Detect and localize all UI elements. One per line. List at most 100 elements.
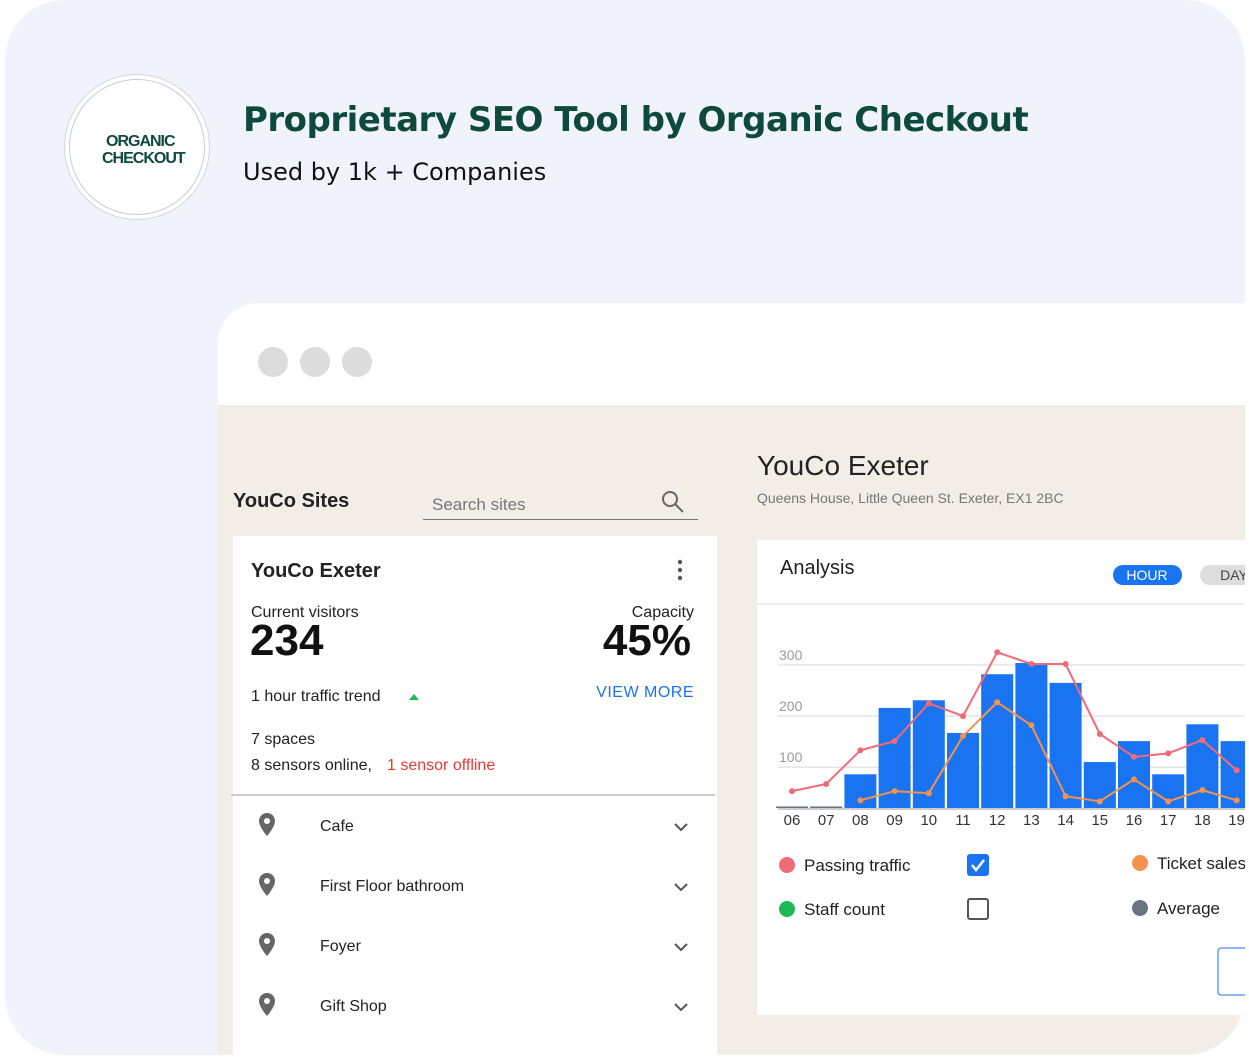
space-name: Foyer bbox=[320, 938, 361, 955]
line-point bbox=[1028, 722, 1035, 729]
x-tick-label: 16 bbox=[1126, 812, 1143, 829]
view-more[interactable]: VIEW MORE bbox=[596, 684, 694, 701]
bar bbox=[1015, 662, 1048, 808]
tab-day[interactable] bbox=[1200, 565, 1245, 585]
bar bbox=[1186, 724, 1219, 808]
legend-label: Staff count bbox=[804, 900, 885, 919]
line-point bbox=[1199, 737, 1206, 744]
bar bbox=[1118, 741, 1150, 808]
window-bar bbox=[218, 303, 1245, 405]
legend-checkbox[interactable] bbox=[967, 898, 989, 920]
x-tick-label: 08 bbox=[852, 812, 869, 829]
window-dot bbox=[258, 347, 288, 377]
search-icon bbox=[662, 491, 684, 513]
space-name: Cafe bbox=[320, 818, 354, 835]
line bbox=[860, 701, 1237, 803]
line-point bbox=[891, 788, 898, 795]
bar bbox=[912, 700, 945, 808]
line-point bbox=[1062, 661, 1069, 668]
capacity-value: 45% bbox=[602, 616, 691, 665]
x-tick-label: 15 bbox=[1091, 812, 1108, 829]
tab-label[interactable]: HOUR bbox=[1126, 567, 1167, 583]
site-address: Queens House, Little Queen St. Exeter, E… bbox=[757, 490, 1064, 506]
pin-icon bbox=[259, 993, 275, 1016]
view-button[interactable] bbox=[1217, 947, 1245, 996]
line-point bbox=[960, 713, 966, 720]
trend-up-icon bbox=[409, 694, 419, 700]
tab-label[interactable]: DAY bbox=[1220, 567, 1245, 583]
search-box[interactable]: Search sites bbox=[423, 488, 698, 520]
search-placeholder: Search sites bbox=[432, 495, 526, 514]
space-row[interactable]: Cafe bbox=[233, 804, 717, 854]
line-point bbox=[994, 699, 1001, 706]
line-point bbox=[891, 738, 898, 745]
visitors-value: 234 bbox=[250, 616, 324, 665]
logo-text: ORGANIC bbox=[106, 133, 176, 150]
sidebar-title: YouCo Sites bbox=[233, 490, 350, 512]
legend-dot bbox=[779, 857, 795, 873]
chevron-icon[interactable] bbox=[673, 881, 689, 893]
line-point bbox=[1165, 798, 1172, 805]
sensors-offline: 1 sensor offline bbox=[387, 757, 496, 774]
line-point bbox=[857, 797, 864, 804]
x-tick-label: 12 bbox=[989, 812, 1006, 829]
line-point bbox=[1233, 767, 1240, 774]
title: Proprietary SEO Tool by Organic Checkout bbox=[243, 100, 1029, 140]
legend-checkbox[interactable] bbox=[967, 854, 989, 876]
chevron-icon[interactable] bbox=[673, 1001, 689, 1013]
tab-hour[interactable] bbox=[1113, 565, 1182, 585]
bar bbox=[947, 732, 979, 808]
space-name: First Floor bathroom bbox=[320, 878, 465, 895]
background-card: ORGANIC CHECKOUT Proprietary SEO Tool by… bbox=[5, 0, 1245, 1055]
sensors-online: 8 sensors online, bbox=[251, 757, 372, 774]
chevron-icon[interactable] bbox=[673, 821, 689, 833]
legend-dot bbox=[1132, 900, 1148, 916]
legend-dot bbox=[779, 901, 795, 917]
chevron-icon[interactable] bbox=[673, 941, 689, 953]
window-dot bbox=[342, 347, 372, 377]
bar bbox=[1220, 741, 1245, 808]
capacity-label: Capacity bbox=[631, 604, 694, 621]
line bbox=[791, 651, 1238, 793]
x-tick-label: 11 bbox=[955, 812, 971, 829]
space-row[interactable]: Gift Shop bbox=[233, 984, 717, 1034]
line-point bbox=[960, 733, 966, 740]
checkmark bbox=[971, 859, 985, 873]
bar bbox=[776, 806, 808, 808]
bar bbox=[981, 674, 1014, 808]
x-tick-label: 19 bbox=[1228, 812, 1245, 829]
menu-icon[interactable] bbox=[673, 558, 687, 584]
x-tick-label: 06 bbox=[784, 812, 801, 829]
analysis-card: Analysis HOUR DAY 100 200 300 06 07 08 09 10 11 1… bbox=[757, 540, 1245, 1015]
site-card: YouCo Exeter Current visitors 234 Capaci… bbox=[231, 536, 717, 1055]
bar bbox=[1049, 682, 1082, 808]
y-tick-label: 300 bbox=[779, 647, 803, 663]
space-row[interactable]: Foyer bbox=[233, 924, 717, 974]
line-point bbox=[925, 700, 932, 707]
x-tick-label: 17 bbox=[1160, 812, 1177, 829]
x-tick-label: 18 bbox=[1194, 812, 1211, 829]
bar bbox=[810, 806, 843, 808]
legend-label: Ticket sales bbox=[1157, 854, 1245, 873]
pin-icon bbox=[259, 813, 275, 836]
line-point bbox=[857, 747, 864, 754]
y-tick-label: 100 bbox=[779, 749, 803, 765]
legend-label: Passing traffic bbox=[804, 856, 911, 875]
line-point bbox=[1131, 776, 1137, 783]
line-point bbox=[823, 781, 830, 788]
space-name: Gift Shop bbox=[320, 998, 387, 1015]
x-tick-label: 10 bbox=[920, 812, 937, 829]
analysis-chart: Analysis HOUR DAY 100 200 300 06 07 08 09 10 11 1… bbox=[757, 557, 1245, 996]
window-dot bbox=[300, 347, 330, 377]
legend-label: Average bbox=[1157, 899, 1220, 918]
space-row[interactable]: First Floor bathroom bbox=[233, 864, 717, 914]
site-title: YouCo Exeter bbox=[757, 450, 929, 481]
spaces-count: 7 spaces bbox=[251, 731, 316, 748]
line-point bbox=[1062, 793, 1069, 800]
x-tick-label: 09 bbox=[886, 812, 903, 829]
line-point bbox=[1199, 787, 1206, 794]
legend-dot bbox=[1132, 855, 1148, 871]
x-tick-label: 13 bbox=[1023, 812, 1040, 829]
logo: ORGANIC CHECKOUT bbox=[69, 79, 205, 215]
